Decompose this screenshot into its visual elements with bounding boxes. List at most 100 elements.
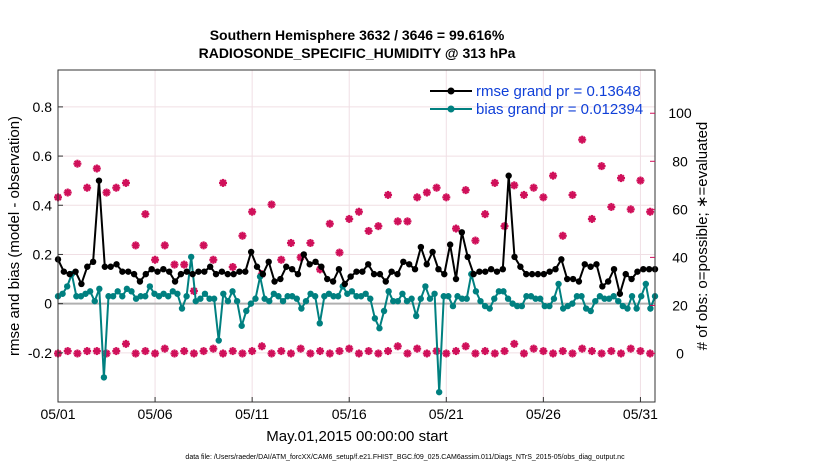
bias-point [243,307,250,315]
rmse-point [388,268,395,275]
x-tick-label: 05/06 [138,406,173,422]
bias-point [178,305,186,312]
rmse-point [394,270,401,278]
rmse-point [376,270,384,278]
plot-frame [57,69,656,403]
bias-point [601,295,608,302]
bias-point [431,290,438,297]
rmse-point [604,278,612,285]
count-marker-low [354,349,363,358]
rmse-point [429,248,436,256]
bias-point [210,295,218,302]
count-marker-low [413,344,422,353]
count-marker-low [296,344,305,353]
rmse-point [177,270,185,278]
bias-point [413,312,420,320]
x-tick-label: 05/11 [235,406,269,422]
x-tick-label: 05/26 [526,406,561,422]
bias-point [334,293,342,300]
x-tick-label: 05/21 [429,406,464,422]
count-marker-high [539,193,548,202]
bias-point [638,293,645,300]
bias-point [224,297,232,305]
rmse-point [593,261,600,268]
count-marker-high [277,255,286,264]
right-tick-label: 60 [672,201,688,217]
bias-point [624,305,631,312]
count-marker-low [442,349,451,358]
rmse-point [84,263,91,270]
bias-point [610,293,617,300]
rmse-point [487,266,495,273]
count-marker-high [180,260,189,269]
count-marker-low [626,344,635,353]
count-marker-high [617,174,626,183]
legend-rmse-marker [447,87,455,95]
bias-point [114,288,121,295]
count-marker-low [131,349,140,358]
count-marker-low [83,347,92,356]
bias-point [495,288,503,295]
bias-point [367,295,374,302]
rmse-point [324,275,331,283]
count-marker-high [529,183,538,192]
rmse-point [189,270,196,278]
count-marker-low [529,344,538,353]
count-marker-low [219,349,228,358]
rmse-point [499,266,507,273]
rmse-point [476,268,483,275]
bias-point [523,293,530,300]
x-tick-label: 05/01 [40,406,75,422]
bias-point [302,297,310,305]
rmse-point [359,268,366,275]
rmse-point [411,266,419,273]
bias-point [247,300,255,307]
right-axis-ticks: 0 20 40 60 80 100 [650,105,692,361]
bias-point [165,293,172,300]
bias-point [628,293,636,300]
count-marker-high [452,224,460,233]
count-marker-low [257,342,266,351]
rmse-point [446,241,454,248]
legend: rmse grand pr = 0.13648 bias grand pr = … [430,83,643,118]
bias-point [229,288,236,295]
rmse-point [166,268,173,275]
bias-point [59,290,66,297]
rmse-point [271,278,278,285]
bias-point [514,302,521,310]
bias-point [573,293,581,300]
bias-point [63,283,71,290]
count-marker-low [452,347,460,356]
count-marker-high [73,159,82,168]
bias-point [569,300,576,307]
count-marker-low [597,349,606,358]
rmse-point [277,275,284,283]
x-tick-label: 05/16 [332,406,367,422]
count-marker-low [180,347,189,356]
rmse-point [517,263,524,270]
legend-bias-marker [447,105,455,113]
rmse-point [265,258,272,266]
rmse-point [365,261,372,268]
rmse-point [95,177,103,184]
count-marker-low [384,347,393,356]
count-marker-high [558,231,567,240]
count-marker-low [277,347,286,356]
count-marker-low [160,344,169,353]
rmse-point [288,266,296,273]
left-tick-label: 0.8 [33,99,53,115]
bias-point [491,295,498,302]
bias-point [100,374,108,381]
count-marker-high [519,190,528,199]
rmse-point [423,261,430,268]
count-marker-high [121,178,130,187]
legend-bias-label: bias grand pr = 0.012394 [476,101,643,118]
rmse-point [587,263,594,270]
bias-point [348,288,356,295]
rmse-point [528,270,536,278]
count-marker-high [209,255,218,264]
count-marker-high [422,188,431,197]
count-marker-low [286,349,295,358]
count-marker-low [510,339,519,348]
rmse-point [622,270,629,278]
